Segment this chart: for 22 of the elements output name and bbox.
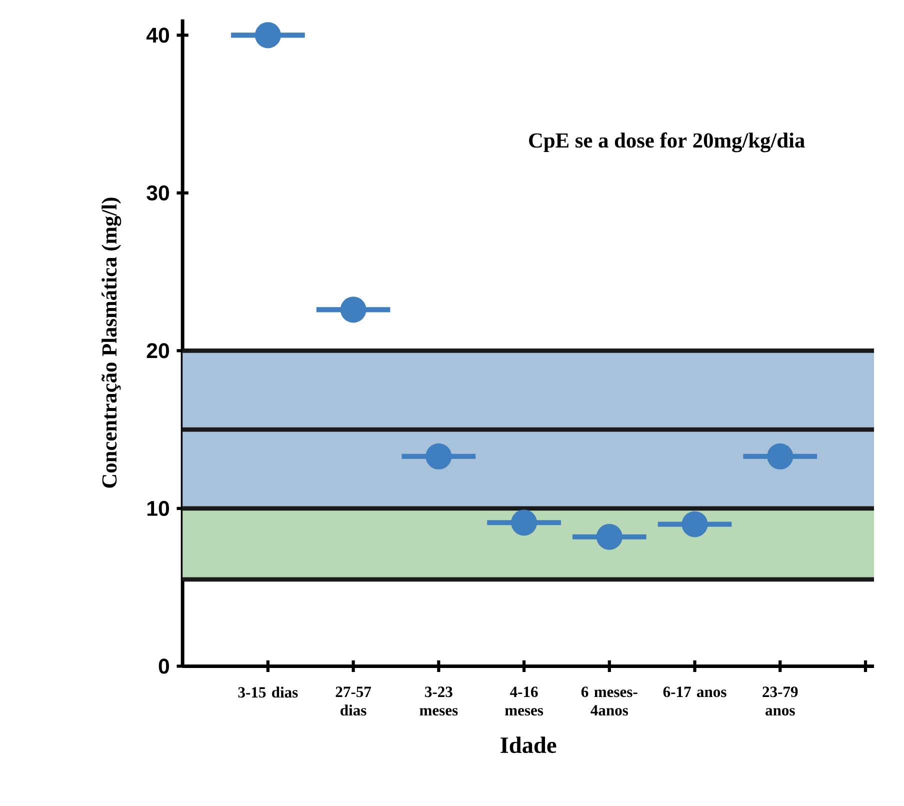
x-tick-label: 23-79 anos	[762, 686, 798, 716]
x-tick-label: 6 meses-4anos	[581, 686, 638, 716]
x-tick-label: 3-15 dias	[238, 686, 298, 698]
x-axis-title: Idade	[500, 736, 556, 754]
x-tick-label: 3-23 meses	[420, 686, 458, 716]
point	[682, 511, 708, 538]
y-tick-label: 10	[147, 500, 169, 516]
x-tick-label: 4-16 meses	[505, 686, 544, 716]
annotation: CpE se a dose for 20mg/kg/dia	[529, 132, 805, 152]
y-tick-label: 20	[146, 343, 169, 358]
point	[596, 524, 622, 550]
point	[511, 510, 538, 536]
point	[254, 22, 281, 48]
y-axis-title: Concentração Plasmática (mg/l)	[102, 198, 122, 488]
x-tick-label: 6-17 anos	[663, 686, 726, 698]
point	[340, 296, 366, 323]
y-tick-label: 40	[146, 28, 169, 43]
point	[767, 443, 794, 470]
y-tick-label: 30	[146, 185, 169, 201]
x-tick-label: 27-57 dias	[336, 686, 372, 716]
point	[426, 443, 452, 470]
y-tick-label: 0	[158, 658, 170, 674]
